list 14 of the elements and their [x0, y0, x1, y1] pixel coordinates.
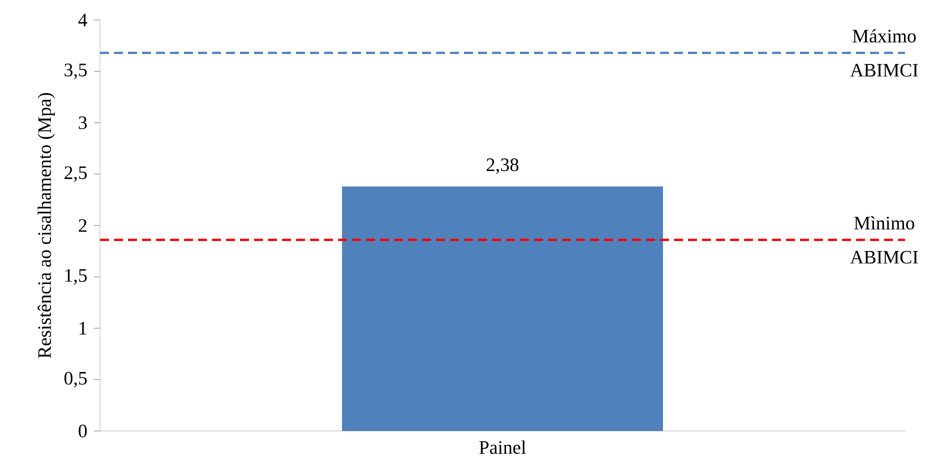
y-tick-label: 3: [78, 116, 87, 130]
y-tick-label: 0,5: [64, 372, 87, 388]
ref-line-label: Mìnimo ABIMCI: [850, 216, 918, 264]
ref-line-label: Máximo ABIMCI: [850, 29, 918, 77]
y-tick-label: 0: [78, 424, 87, 438]
x-tick-label: Painel: [479, 440, 526, 454]
y-tick-label: 2: [78, 219, 86, 232]
data-label: 2,38: [486, 158, 518, 174]
y-tick-label: 2,5: [64, 166, 87, 182]
y-tick-label: 1,5: [65, 269, 87, 285]
y-axis-title: Resistência ao cisalhamento (Mpa): [38, 93, 55, 358]
y-tick-label: 4: [78, 14, 88, 26]
y-tick-label: 3,5: [64, 64, 87, 80]
y-tick-label: 1: [80, 322, 86, 335]
